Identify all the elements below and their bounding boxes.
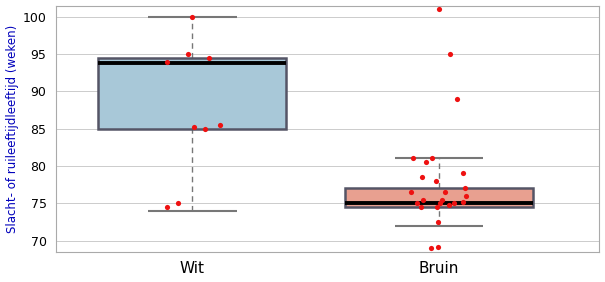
Point bbox=[436, 201, 445, 206]
Point bbox=[445, 52, 454, 56]
Point bbox=[406, 190, 416, 194]
Point bbox=[162, 59, 172, 64]
Point bbox=[432, 205, 442, 209]
Point bbox=[452, 96, 462, 101]
Point bbox=[189, 125, 199, 129]
Point bbox=[460, 186, 469, 191]
Point bbox=[174, 201, 183, 206]
Point bbox=[427, 246, 436, 250]
Point bbox=[437, 197, 446, 202]
Point bbox=[215, 123, 225, 127]
Point bbox=[427, 156, 437, 161]
Point bbox=[461, 193, 471, 198]
Y-axis label: Slacht- of ruileeftijdleeftijd (weken): Slacht- of ruileeftijdleeftijd (weken) bbox=[5, 25, 19, 233]
Point bbox=[183, 52, 193, 56]
Point bbox=[188, 14, 197, 19]
Point bbox=[408, 156, 418, 161]
Point bbox=[459, 171, 468, 176]
Point bbox=[433, 244, 442, 249]
Point bbox=[422, 160, 431, 164]
Point bbox=[204, 56, 214, 60]
Point bbox=[431, 179, 441, 183]
Point bbox=[413, 201, 422, 206]
Point bbox=[444, 202, 454, 207]
Point bbox=[162, 205, 172, 209]
Point bbox=[418, 197, 428, 202]
FancyBboxPatch shape bbox=[345, 188, 533, 207]
Point bbox=[449, 201, 459, 206]
Point bbox=[459, 199, 468, 204]
Point bbox=[440, 190, 450, 194]
Point bbox=[434, 7, 444, 12]
FancyBboxPatch shape bbox=[98, 58, 286, 129]
Point bbox=[417, 205, 427, 209]
Point bbox=[434, 220, 443, 224]
Point bbox=[200, 126, 210, 131]
Point bbox=[417, 175, 427, 179]
